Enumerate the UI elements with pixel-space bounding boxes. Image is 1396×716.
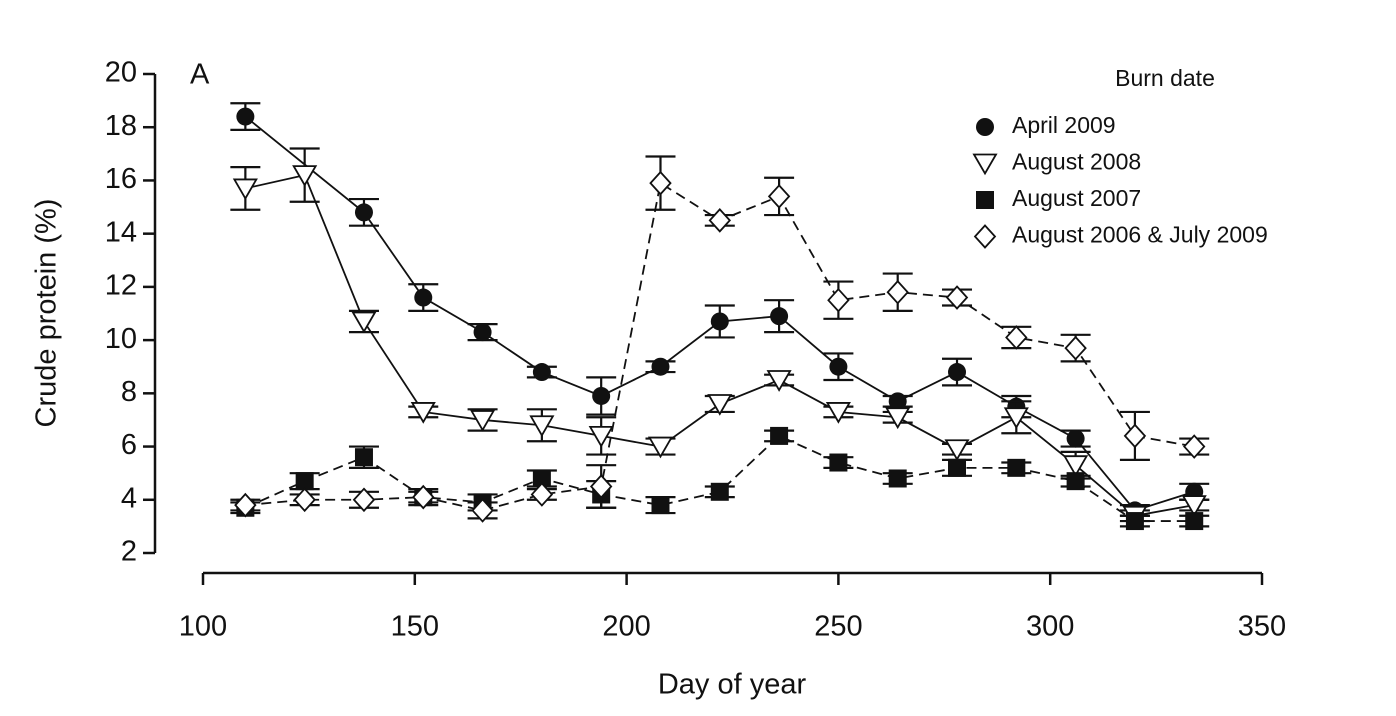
- data-point: [1063, 455, 1089, 477]
- y-tick-label: 2: [121, 536, 137, 568]
- data-point: [888, 469, 907, 488]
- data-point: [293, 487, 316, 513]
- data-point: [354, 448, 373, 467]
- data-point: [770, 426, 789, 445]
- legend-label: April 2009: [1012, 112, 1116, 138]
- data-point: [829, 357, 848, 376]
- data-point: [234, 492, 257, 518]
- y-tick-label: 12: [105, 270, 137, 302]
- data-point: [825, 402, 851, 424]
- data-point: [592, 386, 611, 405]
- legend-marker: [972, 153, 998, 176]
- y-tick-label: 6: [121, 429, 137, 461]
- data-point: [948, 363, 967, 382]
- legend-label: August 2008: [1012, 149, 1141, 175]
- data-point: [945, 285, 969, 310]
- data-point: [829, 453, 848, 472]
- data-point: [1066, 472, 1085, 491]
- data-point: [1125, 512, 1144, 531]
- data-point: [1123, 423, 1147, 449]
- y-tick-label: 4: [121, 482, 137, 514]
- series-line: [244, 434, 1195, 522]
- data-point: [412, 484, 435, 510]
- data-point: [649, 170, 672, 196]
- data-point: [1185, 512, 1204, 531]
- data-point: [651, 496, 670, 515]
- data-point: [530, 482, 554, 507]
- data-point: [1003, 407, 1029, 430]
- y-tick-label: 18: [105, 110, 137, 142]
- data-point: [588, 426, 614, 448]
- legend-label: August 2007: [1012, 185, 1141, 211]
- y-tick-label: 14: [105, 216, 137, 248]
- data-point: [707, 394, 733, 416]
- series-line: [244, 115, 1195, 512]
- y-tick-label: 10: [105, 323, 137, 355]
- x-axis-label: Day of year: [658, 669, 807, 701]
- x-tick-label: 200: [602, 611, 650, 643]
- data-point: [529, 415, 555, 438]
- data-point: [770, 307, 789, 326]
- y-tick-label: 20: [105, 57, 137, 89]
- panel-label: A: [190, 59, 210, 91]
- data-point: [710, 482, 729, 501]
- data-point: [589, 474, 613, 499]
- data-point: [470, 410, 496, 432]
- x-tick-label: 100: [179, 611, 227, 643]
- data-point: [354, 203, 373, 222]
- data-point: [944, 439, 970, 462]
- data-point: [1066, 429, 1085, 448]
- legend-title: Burn date: [1115, 65, 1215, 91]
- data-point: [767, 184, 791, 209]
- data-point: [471, 498, 494, 523]
- data-point: [410, 402, 436, 424]
- x-tick-label: 350: [1238, 611, 1286, 643]
- data-point: [473, 323, 492, 342]
- data-point: [886, 279, 909, 305]
- x-tick-label: 250: [814, 611, 862, 643]
- legend-marker: [976, 191, 994, 209]
- legend-label: August 2006 & July 2009: [1012, 222, 1268, 248]
- data-point: [1007, 458, 1026, 477]
- data-point: [651, 357, 670, 376]
- data-point: [352, 487, 376, 513]
- data-point: [351, 311, 377, 334]
- data-point: [292, 165, 318, 187]
- data-point: [1064, 335, 1087, 361]
- data-point: [295, 472, 314, 491]
- y-axis-label: Crude protein (%): [31, 199, 63, 428]
- data-point: [1181, 495, 1207, 517]
- data-point: [948, 458, 967, 477]
- data-point: [1005, 325, 1028, 350]
- y-tick-label: 16: [105, 163, 137, 195]
- data-point: [532, 469, 551, 488]
- data-point: [888, 392, 907, 411]
- data-point: [827, 287, 850, 313]
- data-point: [1183, 434, 1206, 459]
- data-point: [532, 363, 551, 382]
- y-tick-label: 8: [121, 376, 137, 408]
- data-point: [232, 178, 258, 201]
- data-point: [885, 407, 911, 430]
- data-point: [710, 312, 729, 331]
- data-point: [236, 107, 255, 126]
- legend-marker: [973, 224, 997, 249]
- x-tick-label: 150: [391, 611, 439, 643]
- data-point: [708, 208, 732, 233]
- data-point: [647, 436, 674, 459]
- data-point: [766, 370, 792, 392]
- x-tick-label: 300: [1026, 611, 1074, 643]
- data-point: [414, 288, 433, 307]
- legend-marker: [976, 118, 994, 136]
